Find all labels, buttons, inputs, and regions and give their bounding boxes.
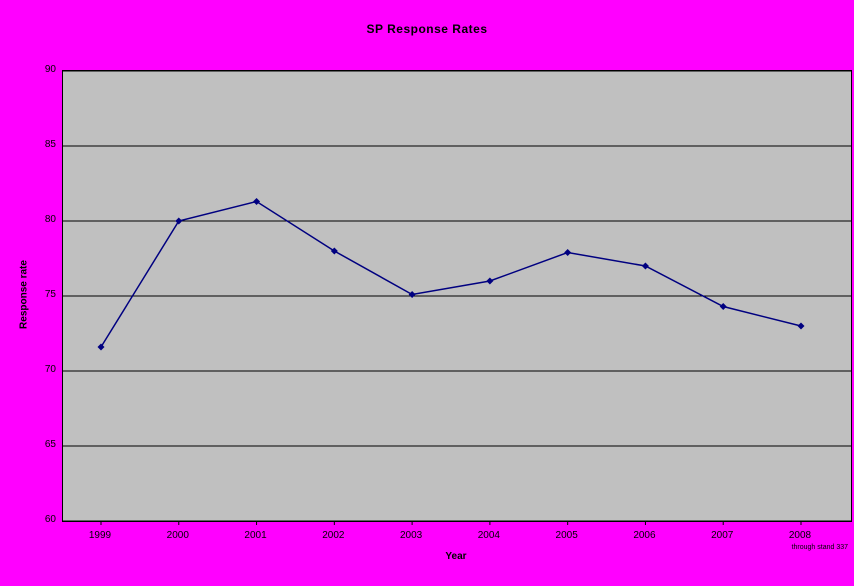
y-tick-label: 80: [44, 214, 56, 225]
y-tick-label: 70: [44, 364, 56, 375]
x-tick-label: 2005: [555, 530, 578, 541]
x-tick-label: 1999: [88, 530, 112, 541]
x-tick-label: 2002: [322, 530, 345, 541]
x-tick-label: 2007: [711, 530, 734, 541]
footnote-annotation: through stand 337: [791, 544, 848, 551]
y-tick-label: 90: [44, 64, 56, 75]
y-tick-label: 85: [44, 139, 56, 150]
y-tick-label: 65: [44, 439, 56, 450]
x-tick-label: 2003: [399, 530, 423, 541]
y-tick-label: 75: [44, 289, 56, 300]
y-tick-label: 60: [44, 514, 56, 525]
x-tick-label: 2000: [166, 530, 189, 541]
x-axis-title: Year: [445, 551, 467, 562]
x-tick-label: 2001: [244, 530, 267, 541]
x-tick-label: 2008: [788, 530, 812, 541]
plot-area: [62, 70, 852, 525]
x-tick-label: 2006: [633, 530, 656, 541]
x-tick-label: 2004: [477, 530, 500, 541]
line-plot: [63, 70, 851, 525]
chart-title: SP Response Rates: [366, 22, 488, 36]
